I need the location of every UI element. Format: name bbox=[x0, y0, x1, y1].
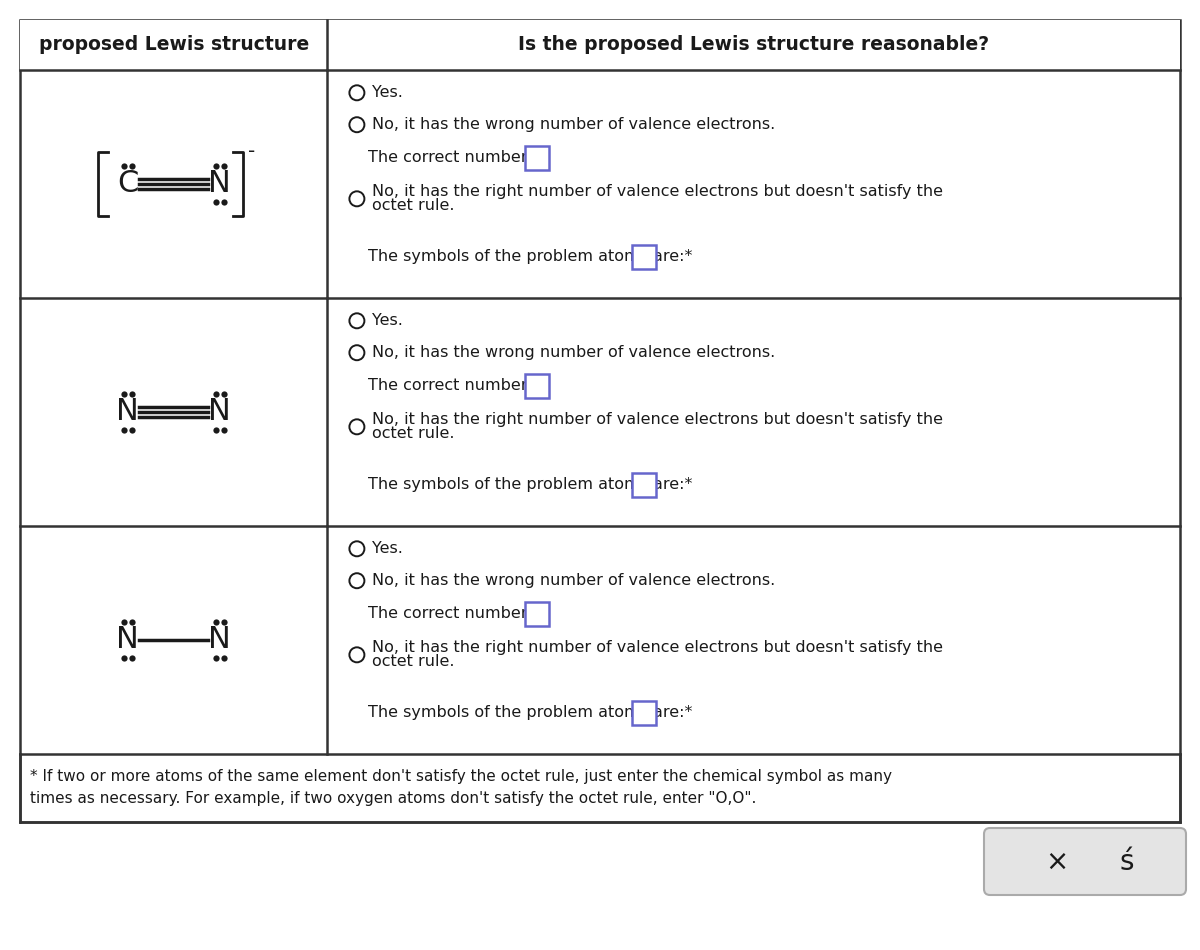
Text: The symbols of the problem atoms are:*: The symbols of the problem atoms are:* bbox=[368, 250, 692, 264]
Text: -: - bbox=[248, 142, 256, 161]
Text: No, it has the wrong number of valence electrons.: No, it has the wrong number of valence e… bbox=[372, 117, 775, 132]
Text: No, it has the right number of valence electrons but doesn't satisfy the: No, it has the right number of valence e… bbox=[372, 412, 943, 428]
Text: octet rule.: octet rule. bbox=[372, 199, 455, 214]
Text: C: C bbox=[118, 169, 138, 199]
Text: The correct number is:: The correct number is: bbox=[368, 378, 556, 393]
FancyBboxPatch shape bbox=[984, 828, 1186, 895]
Text: Yes.: Yes. bbox=[372, 542, 403, 557]
Text: octet rule.: octet rule. bbox=[372, 427, 455, 442]
Text: The symbols of the problem atoms are:*: The symbols of the problem atoms are:* bbox=[368, 706, 692, 720]
Text: times as necessary. For example, if two oxygen atoms don't satisfy the octet rul: times as necessary. For example, if two … bbox=[30, 791, 756, 807]
Text: No, it has the right number of valence electrons but doesn't satisfy the: No, it has the right number of valence e… bbox=[372, 184, 943, 200]
Text: Yes.: Yes. bbox=[372, 314, 403, 329]
Bar bbox=[526, 373, 550, 398]
Text: * If two or more atoms of the same element don't satisfy the octet rule, just en: * If two or more atoms of the same eleme… bbox=[30, 770, 892, 785]
Text: ś: ś bbox=[1120, 847, 1134, 876]
Text: N: N bbox=[209, 169, 232, 199]
Bar bbox=[526, 145, 550, 170]
Bar bbox=[20, 20, 1180, 70]
Text: No, it has the right number of valence electrons but doesn't satisfy the: No, it has the right number of valence e… bbox=[372, 640, 943, 656]
Text: N: N bbox=[209, 625, 232, 655]
Bar bbox=[632, 701, 656, 725]
Text: N: N bbox=[116, 625, 139, 655]
Text: proposed Lewis structure: proposed Lewis structure bbox=[38, 35, 308, 54]
Bar bbox=[526, 601, 550, 626]
Text: ×: × bbox=[1045, 847, 1068, 876]
Text: No, it has the wrong number of valence electrons.: No, it has the wrong number of valence e… bbox=[372, 573, 775, 588]
Text: The symbols of the problem atoms are:*: The symbols of the problem atoms are:* bbox=[368, 478, 692, 492]
Text: Yes.: Yes. bbox=[372, 86, 403, 101]
Bar bbox=[632, 473, 656, 497]
Bar bbox=[632, 245, 656, 269]
Text: N: N bbox=[116, 397, 139, 427]
Text: N: N bbox=[209, 397, 232, 427]
Text: Is the proposed Lewis structure reasonable?: Is the proposed Lewis structure reasonab… bbox=[518, 35, 989, 54]
Text: The correct number is:: The correct number is: bbox=[368, 150, 556, 165]
Text: octet rule.: octet rule. bbox=[372, 655, 455, 670]
Text: The correct number is:: The correct number is: bbox=[368, 606, 556, 621]
Bar bbox=[20, 20, 1180, 822]
Text: No, it has the wrong number of valence electrons.: No, it has the wrong number of valence e… bbox=[372, 345, 775, 360]
